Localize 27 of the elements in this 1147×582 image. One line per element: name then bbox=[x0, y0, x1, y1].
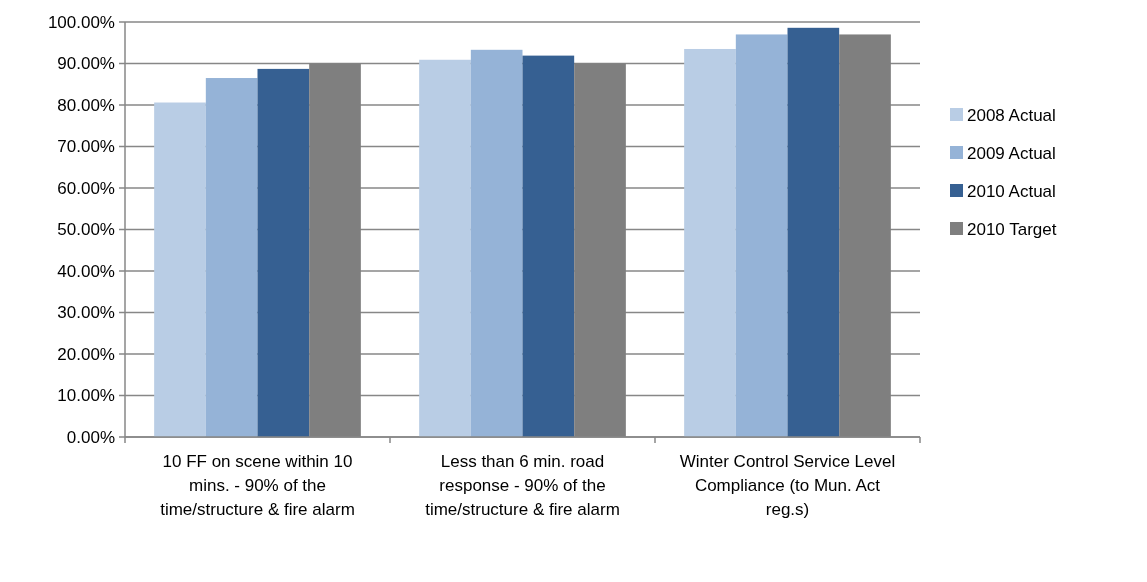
bar bbox=[257, 68, 310, 437]
bar bbox=[522, 55, 575, 437]
bar bbox=[470, 49, 523, 437]
x-tick-label: 10 FF on scene within 10 mins. - 90% of the time/structure & fire alarm bbox=[160, 452, 355, 519]
y-tick-label: 10.00% bbox=[57, 386, 115, 406]
y-tick-label: 40.00% bbox=[57, 261, 115, 281]
legend-label: 2009 Actual bbox=[967, 143, 1056, 163]
x-tick-label: Less than 6 min. road response - 90% of the time/structure & fire alarm bbox=[425, 452, 620, 519]
y-tick-label: 80.00% bbox=[57, 95, 115, 115]
y-tick-label: 70.00% bbox=[57, 137, 115, 157]
y-tick-label: 0.00% bbox=[66, 427, 115, 447]
legend-label: 2010 Actual bbox=[967, 181, 1056, 201]
legend-label: 2008 Actual bbox=[967, 105, 1056, 125]
y-tick-label: 100.00% bbox=[47, 12, 115, 32]
bar bbox=[787, 27, 840, 437]
bar bbox=[684, 48, 736, 437]
bar bbox=[205, 78, 258, 437]
bar bbox=[154, 102, 206, 437]
y-tick-label: 20.00% bbox=[57, 344, 115, 364]
bar bbox=[419, 59, 471, 437]
y-tick-label: 90.00% bbox=[57, 54, 115, 74]
x-tick-label: Winter Control Service Level Compliance (to Mun. Act reg.s) bbox=[679, 452, 896, 519]
bar bbox=[735, 34, 788, 437]
y-tick-label: 60.00% bbox=[57, 178, 115, 198]
y-tick-label: 50.00% bbox=[57, 220, 115, 240]
legend-label: 2010 Target bbox=[967, 219, 1057, 239]
y-tick-label: 30.00% bbox=[57, 303, 115, 323]
